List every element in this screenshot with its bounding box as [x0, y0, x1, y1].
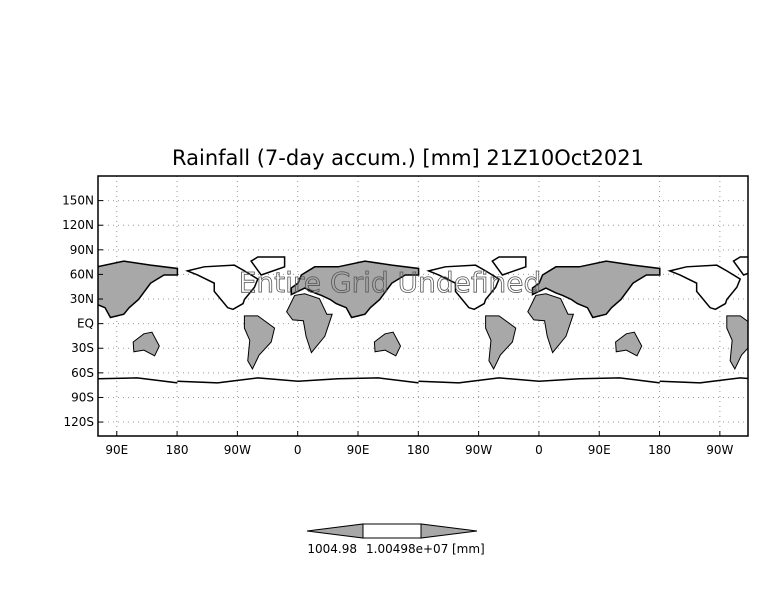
x-tick-label: 0: [294, 443, 302, 457]
x-tick-label: 90W: [465, 443, 492, 457]
colorbar-box: [362, 523, 422, 539]
x-tick-label: 90E: [105, 443, 128, 457]
colorbar-left-triangle: [306, 523, 364, 539]
x-tick-label: 90W: [706, 443, 733, 457]
y-tick-label: 90N: [70, 243, 94, 257]
gridlines: [98, 176, 748, 436]
x-tick-label: 90E: [347, 443, 370, 457]
y-tick-label: 30N: [70, 292, 94, 306]
plot-frame: [97, 175, 749, 437]
y-tick-label: 60N: [70, 267, 94, 281]
x-tick-label: 180: [407, 443, 430, 457]
colorbar-label-high: 1.00498e+07: [366, 542, 448, 556]
chart-title: Rainfall (7-day accum.) [mm] 21Z10Oct202…: [172, 146, 644, 170]
x-tick-label: 0: [535, 443, 543, 457]
y-tick-label: EQ: [77, 317, 94, 331]
y-tick-label: 30S: [71, 341, 94, 355]
colorbar: 1004.98 1.00498e+07 [mm]: [306, 523, 485, 556]
colorbar-label-low: 1004.98: [307, 542, 357, 556]
x-tick-label: 180: [166, 443, 189, 457]
x-tick-label: 90W: [224, 443, 251, 457]
y-axis: 150N 120N 90N 60N 30N EQ 30S 60S 90S 120S: [62, 194, 103, 429]
x-tick-label: 180: [648, 443, 671, 457]
x-tick-label: 90E: [588, 443, 611, 457]
y-tick-label: 120S: [63, 415, 94, 429]
colorbar-right-triangle: [420, 523, 478, 539]
x-axis: 90E 180 90W 0 90E 180 90W 0 90E 180 90W: [105, 431, 734, 457]
y-tick-label: 60S: [71, 366, 94, 380]
y-tick-label: 120N: [62, 218, 94, 232]
overlay-text: Entire Grid Undefined: [239, 266, 542, 299]
y-tick-label: 150N: [62, 194, 94, 208]
y-tick-label: 90S: [71, 390, 94, 404]
colorbar-unit: [mm]: [452, 542, 485, 556]
